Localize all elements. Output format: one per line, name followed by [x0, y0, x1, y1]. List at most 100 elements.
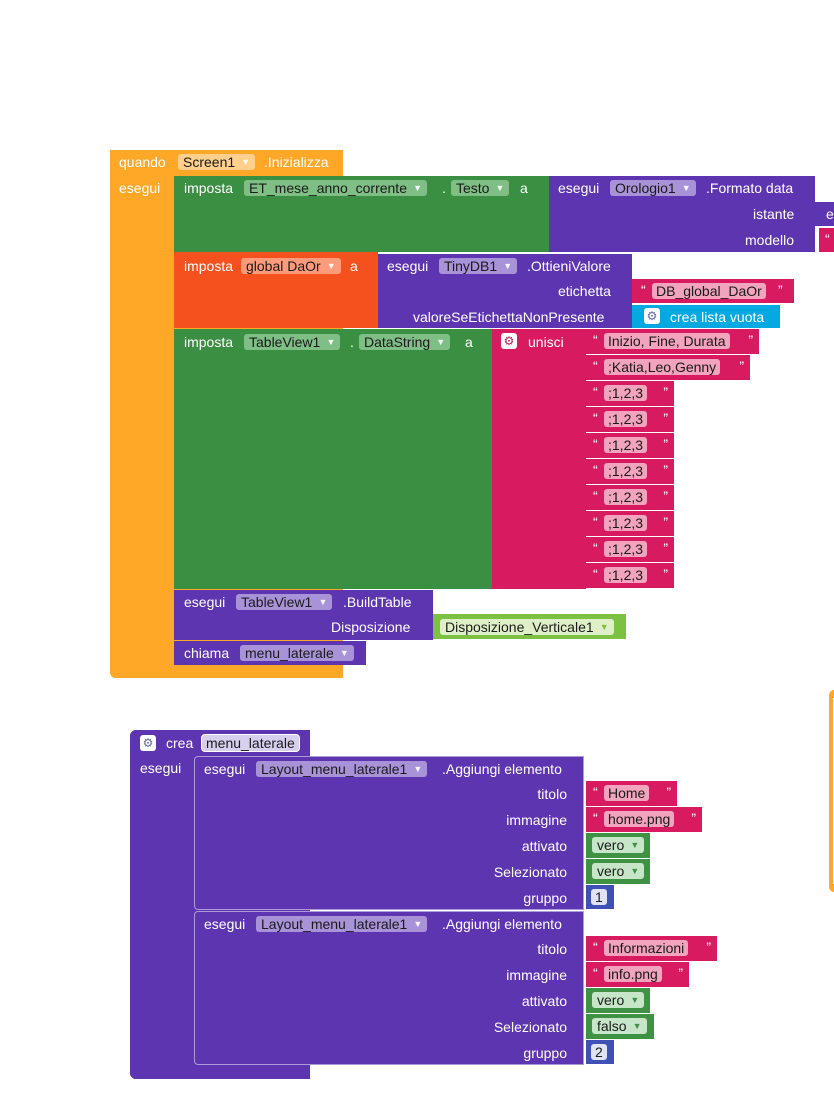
- selected-boolean-dropdown[interactable]: vero ▼: [592, 863, 645, 879]
- dropdown-arrow-icon: ▼: [630, 995, 640, 1005]
- enabled-boolean-dropdown[interactable]: vero ▼: [592, 992, 645, 1008]
- group-number-block[interactable]: 1: [586, 885, 614, 909]
- arg-label-titolo: titolo: [537, 786, 567, 802]
- tinydb-component-dropdown[interactable]: TinyDB1 ▼: [439, 258, 518, 274]
- arg-label-arrangement: Disposizione: [331, 619, 411, 635]
- arg-label-attivato: attivato: [521, 993, 567, 1009]
- image-text-block[interactable]: “ home.png ”: [586, 807, 702, 832]
- join-text-string-block[interactable]: “ ;1,2,3 ”: [586, 485, 674, 510]
- property-dropdown[interactable]: DataString ▼: [359, 334, 451, 350]
- join-text-string-field[interactable]: ;1,2,3: [604, 515, 648, 531]
- component-dropdown[interactable]: TableView1 ▼: [244, 334, 341, 350]
- variable-dropdown[interactable]: global DaOr ▼: [241, 258, 341, 274]
- title-text-field[interactable]: Home: [604, 785, 650, 801]
- selected-boolean-value: falso: [597, 1018, 627, 1034]
- join-text-string-block[interactable]: “ ;1,2,3 ”: [586, 459, 674, 484]
- group-number-block[interactable]: 2: [586, 1040, 614, 1064]
- selected-boolean-block[interactable]: falso ▼: [586, 1014, 654, 1039]
- enabled-boolean-block[interactable]: vero ▼: [586, 988, 650, 1013]
- selected-boolean-dropdown[interactable]: falso ▼: [592, 1018, 647, 1034]
- dropdown-arrow-icon: ▼: [630, 866, 640, 876]
- dropdown-arrow-icon: ▼: [495, 183, 505, 193]
- join-text-string-field[interactable]: ;1,2,3: [604, 463, 648, 479]
- method-name: .BuildTable: [343, 594, 412, 610]
- join-text-string-field[interactable]: ;Katia,Leo,Genny: [604, 359, 721, 375]
- tag-text-field[interactable]: DB_global_DaOr: [652, 283, 766, 299]
- title-text-field[interactable]: Informazioni: [604, 940, 689, 956]
- join-text-string-block[interactable]: “ ;1,2,3 ”: [586, 433, 674, 458]
- add-menu-item-call-block[interactable]: [194, 756, 584, 910]
- create-empty-list-block[interactable]: [632, 305, 780, 328]
- procedure-footer: [130, 1066, 310, 1079]
- title-text-block[interactable]: “ Home ”: [586, 781, 677, 806]
- method-name: .Formato data: [706, 180, 794, 196]
- join-text-string-field[interactable]: ;1,2,3: [604, 567, 648, 583]
- dropdown-arrow-icon: ▼: [413, 919, 423, 929]
- instant-socket-block[interactable]: [815, 202, 834, 226]
- join-text-string-field[interactable]: ;1,2,3: [604, 411, 648, 427]
- instant-arg-fragment: e: [826, 206, 834, 222]
- set-tableview-datastring-block[interactable]: [174, 329, 492, 589]
- title-text-block[interactable]: “ Informazioni ”: [586, 936, 717, 961]
- add-menu-item-call-block[interactable]: [194, 911, 584, 1065]
- layout-component-dropdown[interactable]: Layout_menu_laterale1 ▼: [256, 916, 428, 932]
- group-number-field[interactable]: 2: [591, 1044, 607, 1060]
- join-text-string-block[interactable]: “ ;1,2,3 ”: [586, 537, 674, 562]
- component-dropdown[interactable]: ET_mese_anno_corrente ▼: [244, 180, 427, 196]
- enabled-boolean-block[interactable]: vero ▼: [586, 833, 650, 858]
- arg-label-default-value: valoreSeEtichettaNonPresente: [413, 309, 605, 325]
- join-text-string-block[interactable]: “ ;Katia,Leo,Genny ”: [586, 355, 750, 380]
- tableview-component-dropdown[interactable]: TableView1 ▼: [236, 594, 333, 610]
- dropdown-arrow-icon: ▼: [630, 840, 640, 850]
- set-keyword: imposta: [184, 180, 234, 196]
- image-text-block[interactable]: “ info.png ”: [586, 962, 689, 987]
- selected-boolean-block[interactable]: vero ▼: [586, 859, 650, 884]
- method-name: .Aggiungi elemento: [442, 916, 562, 932]
- set-keyword: imposta: [184, 334, 234, 350]
- open-quote: “: [593, 488, 598, 504]
- dropdown-arrow-icon: ▼: [326, 337, 336, 347]
- dropdown-arrow-icon: ▼: [436, 337, 446, 347]
- gear-icon[interactable]: ⚙: [140, 735, 156, 751]
- arg-label-titolo: titolo: [537, 941, 567, 957]
- image-text-field[interactable]: info.png: [604, 966, 662, 982]
- selected-boolean-value: vero: [597, 863, 625, 879]
- join-text-string-block[interactable]: “ ;1,2,3 ”: [586, 511, 674, 536]
- group-number-field[interactable]: 1: [591, 889, 607, 905]
- layout-component-dropdown[interactable]: Layout_menu_laterale1 ▼: [256, 761, 428, 777]
- pattern-text-block[interactable]: [819, 228, 834, 252]
- dropdown-arrow-icon: ▼: [599, 622, 609, 632]
- join-text-string-block[interactable]: “ ;1,2,3 ”: [586, 407, 674, 432]
- join-text-string-field[interactable]: ;1,2,3: [604, 385, 648, 401]
- join-text-block[interactable]: [492, 329, 586, 589]
- screen-dropdown[interactable]: Screen1 ▼: [178, 154, 256, 170]
- enabled-boolean-dropdown[interactable]: vero ▼: [592, 837, 645, 853]
- arg-label-selezionato: Selezionato: [493, 864, 567, 880]
- dropdown-arrow-icon: ▼: [413, 764, 423, 774]
- procedure-dropdown[interactable]: menu_laterale ▼: [240, 645, 354, 661]
- open-quote: “: [593, 384, 598, 400]
- layout-component-label: Layout_menu_laterale1: [261, 916, 408, 932]
- join-text-string-field[interactable]: Inizio, Fine, Durata: [604, 333, 730, 349]
- offscreen-event-block-edge[interactable]: [829, 690, 834, 892]
- join-text-string-field[interactable]: ;1,2,3: [604, 437, 648, 453]
- dropdown-arrow-icon: ▼: [326, 261, 336, 271]
- clock-component-dropdown[interactable]: Orologio1 ▼: [610, 180, 696, 196]
- gear-icon[interactable]: ⚙: [644, 308, 660, 324]
- join-text-string-field[interactable]: ;1,2,3: [604, 541, 648, 557]
- image-text-field[interactable]: home.png: [604, 811, 675, 827]
- join-text-string-block[interactable]: “ Inizio, Fine, Durata ”: [586, 329, 759, 354]
- call-keyword: esegui: [184, 594, 226, 610]
- join-text-string-block[interactable]: “ ;1,2,3 ”: [586, 381, 674, 406]
- join-text-string-block[interactable]: “ ;1,2,3 ”: [586, 563, 674, 588]
- call-procedure-keyword: chiama: [184, 645, 230, 661]
- arrangement-dropdown[interactable]: Disposizione_Verticale1 ▼: [440, 619, 614, 635]
- dropdown-arrow-icon: ▼: [241, 157, 251, 167]
- open-quote: “: [593, 939, 598, 955]
- arg-label-gruppo: gruppo: [523, 1045, 567, 1061]
- procedure-name-field[interactable]: menu_laterale: [201, 734, 300, 752]
- property-dropdown[interactable]: Testo ▼: [451, 180, 510, 196]
- gear-icon[interactable]: ⚙: [501, 333, 517, 349]
- join-text-string-field[interactable]: ;1,2,3: [604, 489, 648, 505]
- enabled-boolean-value: vero: [597, 992, 625, 1008]
